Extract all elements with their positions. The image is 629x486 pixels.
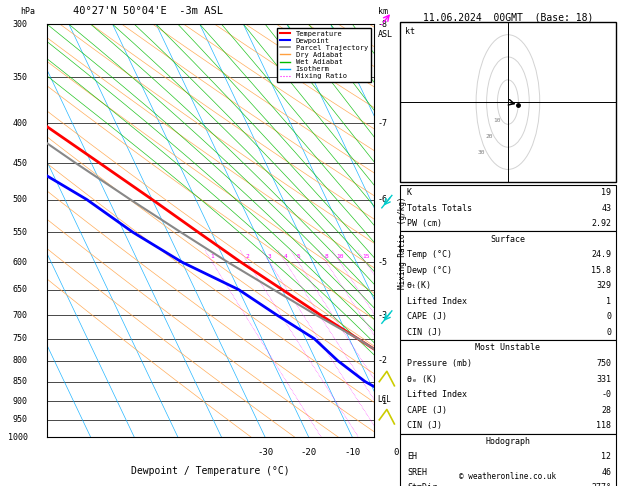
Text: CIN (J): CIN (J) [407, 328, 442, 337]
Text: 5: 5 [296, 254, 300, 259]
Text: SREH: SREH [407, 468, 427, 477]
Text: 277°: 277° [591, 484, 611, 486]
Text: Pressure (mb): Pressure (mb) [407, 359, 472, 368]
Text: -5: -5 [377, 258, 387, 267]
Text: 40°27'N 50°04'E  -3m ASL: 40°27'N 50°04'E -3m ASL [74, 6, 223, 16]
Bar [400, 231, 616, 340]
Text: 950: 950 [13, 416, 28, 424]
Text: 500: 500 [13, 195, 28, 204]
Text: -3: -3 [377, 311, 387, 319]
Text: 0: 0 [606, 312, 611, 321]
Legend: Temperature, Dewpoint, Parcel Trajectory, Dry Adiabat, Wet Adiabat, Isotherm, Mi: Temperature, Dewpoint, Parcel Trajectory… [277, 28, 370, 82]
Text: Dewp (°C): Dewp (°C) [407, 266, 452, 275]
Bar [400, 185, 616, 231]
Text: -1: -1 [377, 397, 387, 406]
Text: 400: 400 [13, 119, 28, 127]
Text: km: km [377, 7, 387, 16]
Text: 8: 8 [325, 254, 328, 259]
Text: -30: -30 [257, 448, 273, 457]
Text: Temp (°C): Temp (°C) [407, 250, 452, 259]
Text: Dewpoint / Temperature (°C): Dewpoint / Temperature (°C) [131, 467, 290, 476]
Text: 12: 12 [601, 452, 611, 461]
Text: 600: 600 [13, 258, 28, 267]
Text: 15: 15 [362, 254, 369, 259]
Text: -8: -8 [377, 20, 387, 29]
Text: PW (cm): PW (cm) [407, 219, 442, 228]
Text: 331: 331 [596, 375, 611, 383]
Text: 329: 329 [596, 281, 611, 290]
Bar [400, 22, 616, 182]
Text: 1: 1 [210, 254, 214, 259]
Text: 10: 10 [336, 254, 343, 259]
Text: 750: 750 [596, 359, 611, 368]
Text: 300: 300 [13, 20, 28, 29]
Text: θₜ(K): θₜ(K) [407, 281, 432, 290]
Text: 550: 550 [13, 228, 28, 237]
Text: CIN (J): CIN (J) [407, 421, 442, 430]
Text: 15.8: 15.8 [591, 266, 611, 275]
Text: θₑ (K): θₑ (K) [407, 375, 437, 383]
Text: 2: 2 [246, 254, 250, 259]
Text: hPa: hPa [20, 7, 35, 16]
Text: 0: 0 [393, 448, 399, 457]
Text: -6: -6 [377, 195, 387, 204]
Text: 0: 0 [606, 328, 611, 337]
Text: 40: 40 [565, 448, 576, 457]
Text: -2: -2 [377, 356, 387, 365]
Text: 19: 19 [601, 188, 611, 197]
Text: 30: 30 [478, 150, 486, 155]
Text: 10: 10 [434, 448, 445, 457]
Text: Hodograph: Hodograph [486, 437, 530, 446]
Text: EH: EH [407, 452, 417, 461]
Text: 800: 800 [13, 356, 28, 365]
Text: -20: -20 [301, 448, 317, 457]
Text: Lifted Index: Lifted Index [407, 390, 467, 399]
Text: -7: -7 [377, 119, 387, 127]
Text: 1: 1 [606, 297, 611, 306]
Text: 43: 43 [601, 204, 611, 212]
Text: 750: 750 [13, 334, 28, 343]
Text: 4: 4 [284, 254, 287, 259]
Text: 900: 900 [13, 397, 28, 406]
Text: 20: 20 [478, 448, 489, 457]
Text: 20: 20 [486, 134, 493, 139]
Text: Totals Totals: Totals Totals [407, 204, 472, 212]
Text: 24.9: 24.9 [591, 250, 611, 259]
Text: Most Unstable: Most Unstable [476, 344, 540, 352]
Text: © weatheronline.co.uk: © weatheronline.co.uk [459, 472, 557, 481]
Text: CAPE (J): CAPE (J) [407, 406, 447, 415]
Text: LCL: LCL [377, 395, 391, 404]
Text: 28: 28 [601, 406, 611, 415]
Text: 10: 10 [493, 118, 501, 123]
Text: 11.06.2024  00GMT  (Base: 18): 11.06.2024 00GMT (Base: 18) [423, 12, 593, 22]
Text: kt: kt [404, 27, 415, 36]
Text: -10: -10 [345, 448, 360, 457]
Text: ASL: ASL [377, 31, 392, 39]
Text: StmDir: StmDir [407, 484, 437, 486]
Text: 450: 450 [13, 159, 28, 168]
Text: 2.92: 2.92 [591, 219, 611, 228]
Text: CAPE (J): CAPE (J) [407, 312, 447, 321]
Text: 30: 30 [521, 448, 532, 457]
Bar [400, 434, 616, 486]
Text: K: K [407, 188, 412, 197]
Text: 650: 650 [13, 285, 28, 294]
Text: 700: 700 [13, 311, 28, 319]
Text: Lifted Index: Lifted Index [407, 297, 467, 306]
Text: 1000: 1000 [8, 433, 28, 442]
Text: Surface: Surface [491, 235, 525, 243]
Text: 46: 46 [601, 468, 611, 477]
Text: 118: 118 [596, 421, 611, 430]
Text: 850: 850 [13, 377, 28, 386]
Text: 350: 350 [13, 73, 28, 82]
Text: -0: -0 [601, 390, 611, 399]
Text: Mixing Ratio  (g/kg): Mixing Ratio (g/kg) [398, 197, 407, 289]
Text: 3: 3 [267, 254, 271, 259]
Bar [400, 340, 616, 434]
